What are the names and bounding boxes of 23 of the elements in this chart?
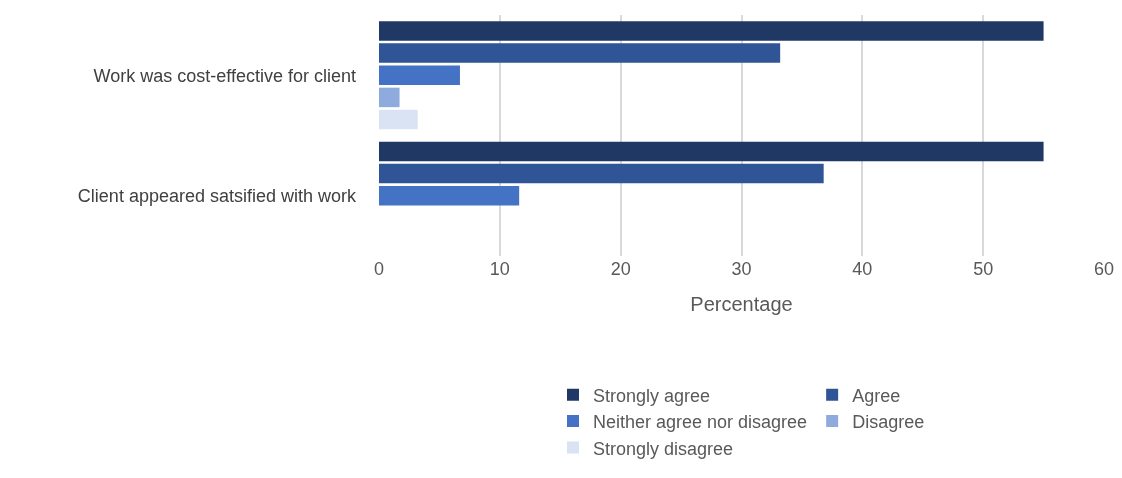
bar [379,87,400,108]
x-tick-label: 50 [973,259,994,279]
bar [379,185,520,206]
legend-label: Agree [852,385,901,406]
x-tick-label: 20 [610,259,631,279]
x-tick-label: 40 [852,259,873,279]
x-tick-label: 10 [489,259,510,279]
legend-label: Strongly agree [593,385,711,406]
bar [379,109,418,130]
bar [379,141,1044,162]
x-tick-label: 0 [373,259,385,279]
legend-label: Strongly disagree [593,438,734,459]
bar [379,65,460,86]
bar [379,163,824,184]
y-tick-label: Client appeared satsified with work [77,186,357,207]
bar [379,21,1044,41]
legend-label: Disagree [852,412,925,433]
x-axis-title: Percentage [690,292,793,315]
bar [379,43,781,63]
y-tick-label: Work was cost-effective for client [93,65,356,86]
x-tick-label: 60 [1093,259,1115,279]
x-tick-label: 30 [731,259,752,279]
legend-label: Neither agree nor disagree [593,412,808,433]
